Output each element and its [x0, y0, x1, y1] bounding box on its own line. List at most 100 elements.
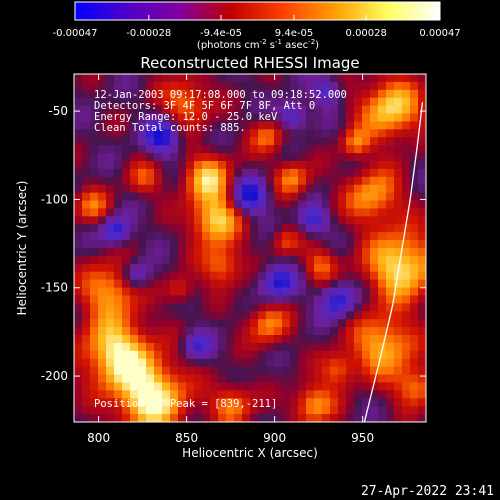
- heatmap-cell: [290, 192, 299, 202]
- heatmap-cell: [410, 176, 419, 186]
- heatmap-cell: [234, 129, 243, 138]
- heatmap-cell: [314, 271, 323, 281]
- heatmap-cell: [210, 271, 219, 281]
- heatmap-cell: [330, 350, 339, 360]
- heatmap-cell: [330, 240, 339, 249]
- heatmap-cell: [274, 358, 283, 368]
- heatmap-cell: [266, 248, 275, 257]
- heatmap-cell: [146, 327, 155, 336]
- heatmap-cell: [418, 295, 426, 304]
- heatmap-cell: [106, 255, 115, 265]
- heatmap-cell: [418, 311, 426, 320]
- heatmap-cell: [418, 184, 426, 194]
- heatmap-cell: [218, 216, 227, 225]
- heatmap-cell: [154, 414, 163, 422]
- heatmap-cell: [194, 113, 203, 123]
- heatmap-cell: [154, 406, 163, 415]
- heatmap-cell: [250, 398, 259, 407]
- heatmap-cell: [386, 350, 395, 360]
- heatmap-cell: [234, 271, 243, 281]
- heatmap-cell: [218, 319, 227, 328]
- heatmap-cell: [74, 200, 83, 210]
- heatmap-cell: [90, 137, 99, 146]
- heatmap-cell: [330, 153, 339, 162]
- heatmap-cell: [362, 414, 371, 422]
- heatmap-cell: [298, 295, 307, 304]
- heatmap-cell: [194, 97, 203, 107]
- heatmap-cell: [146, 184, 155, 194]
- heatmap-cell: [170, 342, 179, 352]
- heatmap-cell: [154, 168, 163, 178]
- heatmap-cell: [242, 263, 251, 273]
- heatmap-cell: [146, 271, 155, 281]
- heatmap-cell: [370, 414, 379, 422]
- heatmap-cell: [146, 295, 155, 304]
- heatmap-cell: [154, 287, 163, 297]
- heatmap-cell: [306, 248, 315, 257]
- heatmap-cell: [378, 168, 387, 178]
- heatmap-cell: [298, 366, 307, 376]
- colorbar-tick-label: 0.00047: [419, 28, 460, 39]
- heatmap-cell: [98, 255, 107, 265]
- heatmap-cell: [202, 161, 211, 170]
- heatmap-cell: [402, 406, 411, 415]
- heatmap-cell: [306, 279, 315, 289]
- heatmap-cell: [378, 176, 387, 186]
- heatmap-cell: [282, 406, 291, 415]
- heatmap-cell: [274, 335, 283, 344]
- heatmap-cell: [114, 176, 123, 186]
- heatmap-cell: [218, 153, 227, 162]
- heatmap-cell: [386, 295, 395, 304]
- heatmap-cell: [290, 240, 299, 249]
- heatmap-cell: [162, 287, 171, 297]
- heatmap-cell: [122, 319, 131, 328]
- heatmap-cell: [226, 279, 235, 289]
- heatmap-cell: [218, 224, 227, 233]
- heatmap-cell: [226, 374, 235, 384]
- heatmap-cell: [90, 176, 99, 186]
- heatmap-cell: [138, 382, 147, 391]
- heatmap-cell: [210, 121, 219, 130]
- heatmap-cell: [170, 216, 179, 225]
- heatmap-cell: [226, 200, 235, 210]
- heatmap-cell: [266, 358, 275, 368]
- heatmap-cell: [386, 137, 395, 146]
- heatmap-cell: [82, 81, 91, 91]
- heatmap-cell: [234, 184, 243, 194]
- heatmap-cell: [170, 366, 179, 376]
- heatmap-cell: [186, 311, 195, 320]
- heatmap-cell: [402, 137, 411, 146]
- colorbar-strip: [74, 1, 441, 21]
- heatmap-cell: [306, 97, 315, 107]
- heatmap-cell: [74, 248, 83, 257]
- heatmap-cell: [410, 382, 419, 391]
- heatmap-cell: [138, 161, 147, 170]
- heatmap-cell: [170, 311, 179, 320]
- heatmap-cell: [354, 216, 363, 225]
- heatmap-cell: [138, 137, 147, 146]
- heatmap-cell: [250, 374, 259, 384]
- heatmap-cell: [282, 81, 291, 91]
- heatmap-cell: [178, 263, 187, 273]
- heatmap-cell: [386, 366, 395, 376]
- heatmap-cell: [146, 342, 155, 352]
- heatmap-cell: [170, 137, 179, 146]
- heatmap-cell: [242, 74, 251, 83]
- heatmap-cell: [330, 303, 339, 312]
- heatmap-cell: [282, 240, 291, 249]
- heatmap-cell: [282, 137, 291, 146]
- heatmap-cell: [170, 335, 179, 344]
- heatmap-cell: [346, 406, 355, 415]
- heatmap-cell: [242, 350, 251, 360]
- heatmap-cell: [130, 121, 139, 130]
- heatmap-cell: [322, 327, 331, 336]
- plot-area: 800 850 900 950 -50-100-150-200: [41, 73, 427, 445]
- heatmap-cell: [322, 358, 331, 368]
- heatmap-cell: [250, 414, 259, 422]
- heatmap-cell: [410, 208, 419, 217]
- heatmap-cell: [98, 240, 107, 249]
- heatmap-cell: [282, 121, 291, 130]
- heatmap-cell: [98, 374, 107, 384]
- heatmap-cell: [378, 113, 387, 123]
- heatmap-cell: [98, 200, 107, 210]
